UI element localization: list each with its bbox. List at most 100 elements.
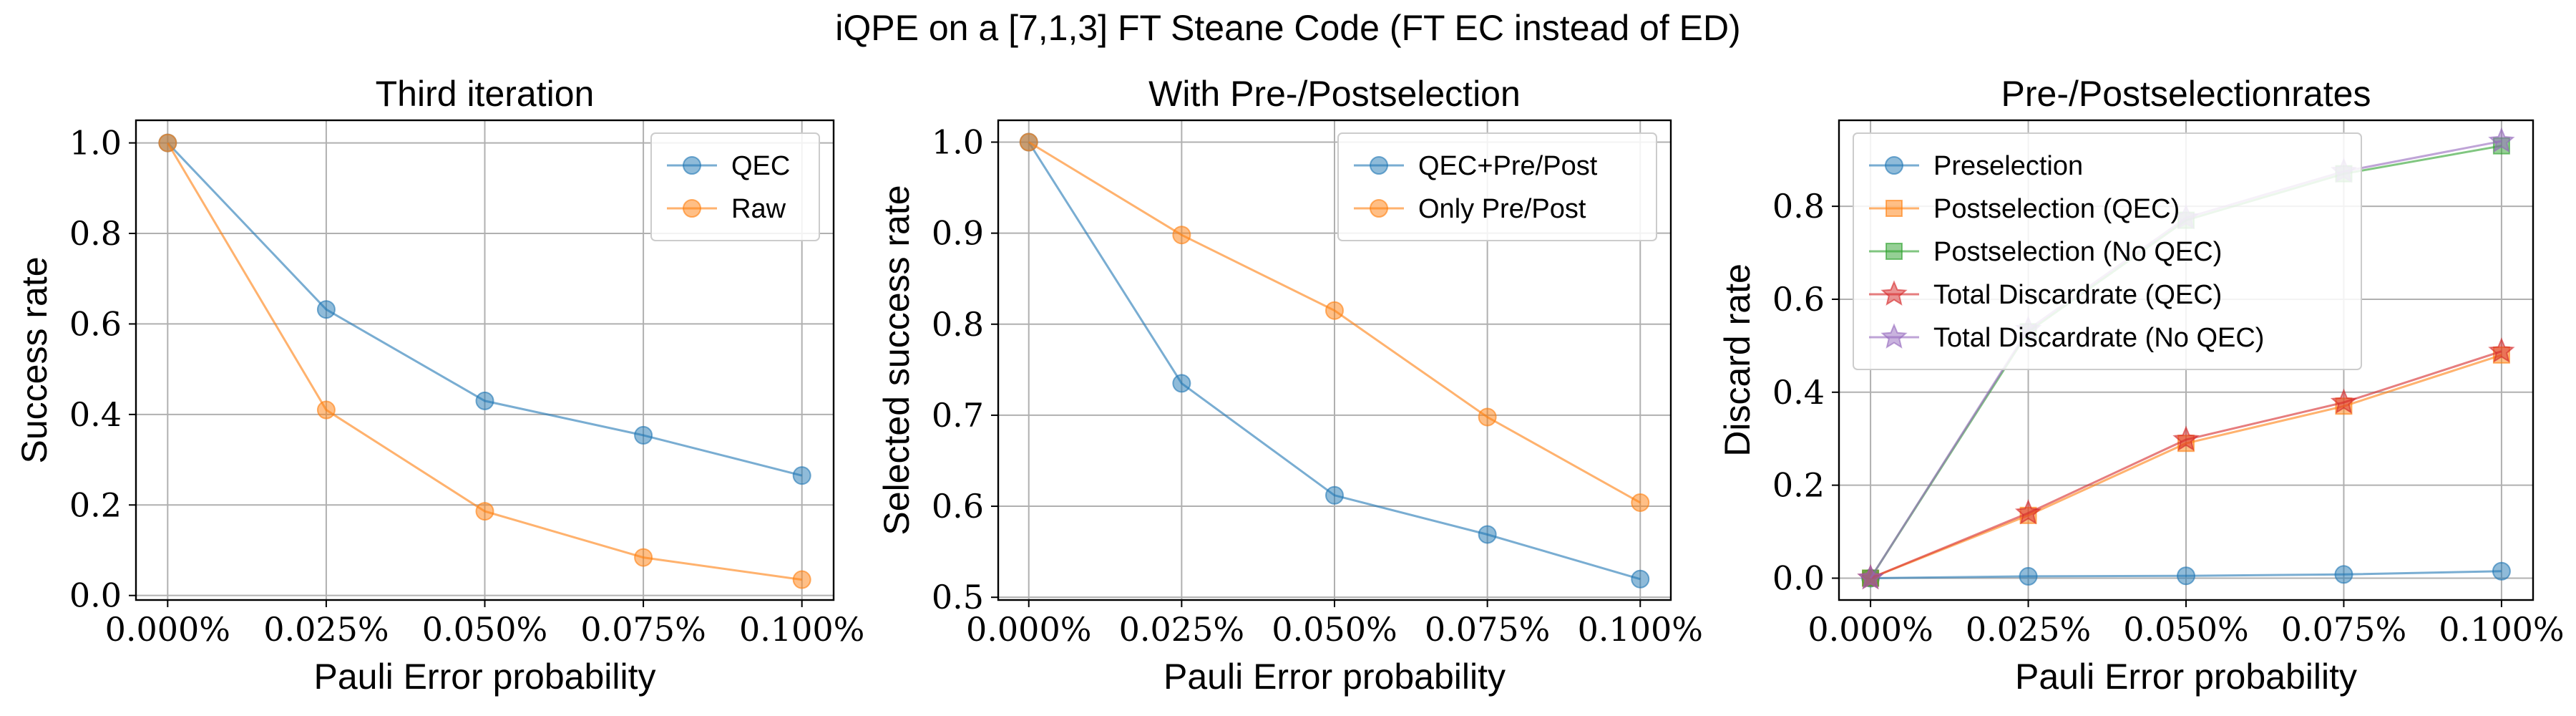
y-tick-label: 0.0 — [1772, 558, 1825, 597]
x-tick-label: 0.100% — [2439, 610, 2564, 649]
legend-item: Postselection (No QEC) — [1869, 237, 2222, 267]
data-point — [634, 425, 653, 445]
legend-label: Only Pre/Post — [1418, 194, 1586, 224]
x-tick-label: 0.075% — [1425, 610, 1550, 649]
x-tick-label: 0.075% — [2281, 610, 2406, 649]
data-point — [1325, 301, 1344, 320]
x-tick-label: 0.000% — [105, 610, 230, 649]
data-point — [1631, 569, 1650, 589]
chart-panel-1: 0.000% 0.025% 0.050% 0.075% 0.100% 0.0 0.2 0.4 0… — [14, 74, 864, 697]
plot-frame — [1838, 119, 2534, 601]
data-point — [792, 570, 811, 589]
legend: QEC+Pre/Post Only Pre/Post — [1337, 132, 1657, 241]
data-point — [2488, 127, 2515, 153]
legend-item: Preselection — [1869, 151, 2083, 181]
chart-title: With Pre-/Postselection — [1148, 74, 1521, 114]
y-tick-label: 0.6 — [69, 304, 122, 343]
legend: QEC Raw — [650, 132, 820, 241]
data-point — [1172, 374, 1191, 393]
legend-label: QEC+Pre/Post — [1418, 151, 1598, 181]
legend-label: Postselection (No QEC) — [1933, 237, 2222, 267]
legend-marker — [683, 156, 701, 175]
x-axis-label: Pauli Error probability — [1163, 657, 1506, 697]
legend-label: Total Discardrate (QEC) — [1933, 280, 2222, 310]
legend-label: Total Discardrate (No QEC) — [1933, 323, 2264, 353]
x-axis-label: Pauli Error probability — [314, 657, 656, 697]
y-tick-label: 0.0 — [69, 576, 122, 615]
y-tick-label: 0.8 — [932, 305, 984, 344]
x-tick-label: 0.050% — [422, 610, 547, 649]
y-tick-label: 0.8 — [1772, 187, 1825, 226]
data-point — [1631, 493, 1650, 512]
legend-marker — [1885, 200, 1903, 217]
plot-frame — [135, 119, 835, 601]
legend-marker — [1880, 323, 1908, 349]
x-tick-label: 0.025% — [1119, 610, 1244, 649]
data-point — [2330, 388, 2358, 414]
data-point — [2014, 498, 2042, 525]
data-point — [2492, 561, 2511, 581]
x-tick-label: 0.100% — [739, 610, 864, 649]
chart-panel-3: 0.000% 0.025% 0.050% 0.075% 0.100% 0.0 0.2 0.4 0… — [1717, 74, 2565, 697]
y-tick-label: 0.6 — [932, 487, 984, 526]
y-axis-label: Selected success rate — [877, 185, 917, 535]
legend-marker — [683, 199, 701, 218]
legend-marker — [1370, 156, 1388, 175]
y-tick-label: 0.2 — [69, 485, 122, 524]
data-point — [1478, 525, 1497, 544]
legend-marker — [1885, 156, 1903, 175]
legend-item: Total Discardrate (No QEC) — [1869, 323, 2264, 353]
y-tick-label: 0.7 — [932, 396, 984, 435]
y-tick-label: 0.9 — [932, 214, 984, 253]
data-point — [2177, 566, 2195, 586]
data-point — [475, 502, 494, 521]
y-tick-label: 0.4 — [69, 395, 122, 434]
data-point — [316, 300, 336, 319]
series-raw — [158, 133, 811, 589]
y-tick-label: 1.0 — [69, 124, 122, 163]
y-tick-label: 0.4 — [1772, 373, 1825, 412]
y-axis-label: Discard rate — [1717, 263, 1757, 457]
chart-title: Third iteration — [376, 74, 595, 114]
legend-marker — [1370, 199, 1388, 218]
x-tick-label: 0.025% — [1966, 610, 2091, 649]
y-tick-label: 0.8 — [69, 214, 122, 253]
data-point — [792, 466, 811, 485]
legend-item: Postselection (QEC) — [1869, 194, 2180, 224]
data-point — [158, 133, 177, 153]
data-point — [475, 391, 494, 410]
legend-marker — [1885, 243, 1903, 260]
x-tick-label: 0.100% — [1578, 610, 1703, 649]
x-tick-label: 0.075% — [580, 610, 706, 649]
plot-frame — [997, 119, 1672, 601]
data-point — [634, 548, 653, 567]
data-point — [2334, 565, 2353, 584]
data-point — [2019, 566, 2038, 586]
x-tick-label: 0.050% — [2123, 610, 2248, 649]
legend-marker — [1880, 280, 1908, 306]
legend-box — [1853, 132, 2362, 370]
legend-label: Preselection — [1933, 151, 2083, 181]
legend-box — [1337, 132, 1657, 241]
data-point — [1325, 485, 1344, 505]
y-tick-label: 0.6 — [1772, 280, 1825, 319]
series-only-pre-post — [1019, 132, 1650, 512]
x-tick-label: 0.050% — [1272, 610, 1397, 649]
legend-item: QEC+Pre/Post — [1354, 151, 1598, 181]
x-axis-label: Pauli Error probability — [2015, 657, 2357, 697]
data-point — [1172, 226, 1191, 245]
x-tick-label: 0.000% — [966, 610, 1091, 649]
legend-label: Postselection (QEC) — [1933, 194, 2180, 224]
x-tick-label: 0.025% — [263, 610, 389, 649]
data-point — [316, 400, 336, 420]
data-point — [1019, 132, 1038, 152]
legend-label: Raw — [731, 194, 786, 224]
x-tick-label: 0.000% — [1807, 610, 1933, 649]
figure-title: iQPE on a [7,1,3] FT Steane Code (FT EC … — [835, 8, 1740, 48]
series-total-discardrate-qec- — [1857, 337, 2515, 590]
data-point — [2488, 337, 2515, 363]
legend: Preselection Postselection (QEC) Postselec… — [1853, 132, 2362, 370]
legend-box — [650, 132, 820, 241]
legend-item: QEC — [667, 151, 790, 181]
